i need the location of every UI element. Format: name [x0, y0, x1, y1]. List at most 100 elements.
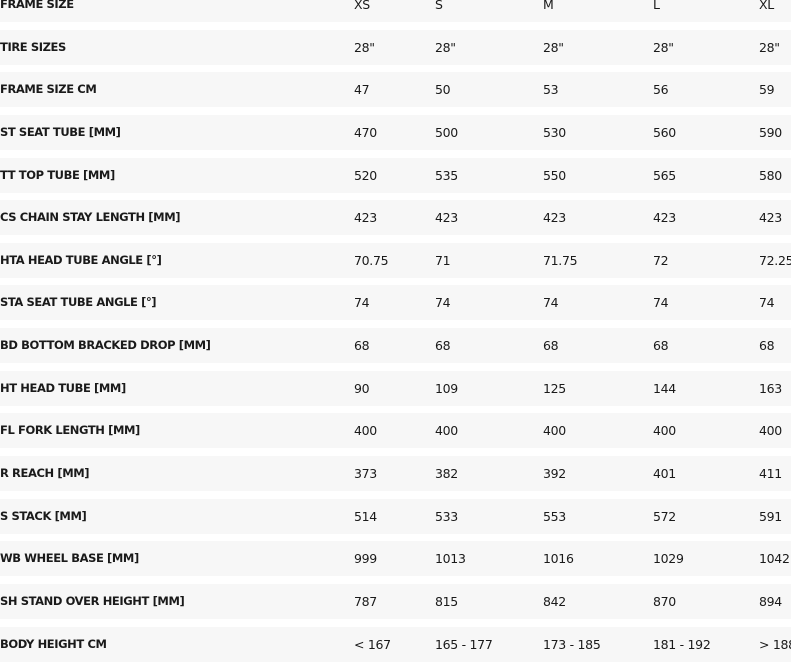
table-cell: 28" [354, 39, 375, 55]
table-cell: 74 [653, 295, 669, 311]
table-cell: 514 [354, 508, 377, 524]
table-cell: 68 [354, 338, 370, 354]
table-cell: 842 [543, 593, 566, 609]
table-row: R REACH [MM] 373 382 392 401 411 [0, 456, 791, 492]
row-label: TT TOP TUBE [MM] [0, 167, 115, 182]
row-label: S STACK [MM] [0, 508, 87, 523]
table-cell: 382 [435, 466, 458, 482]
table-row: FRAME SIZE XS S M L XL [0, 0, 791, 22]
row-label: SH STAND OVER HEIGHT [MM] [0, 593, 185, 608]
row-label: FRAME SIZE CM [0, 82, 97, 97]
table-cell: 535 [435, 167, 458, 183]
table-cell: 423 [653, 210, 676, 226]
table-cell: < 167 [354, 636, 391, 652]
table-cell: 392 [543, 466, 566, 482]
table-cell: 423 [759, 210, 782, 226]
row-label: TIRE SIZES [0, 39, 66, 54]
table-row: WB WHEEL BASE [MM] 999 1013 1016 1029 1042 [0, 541, 791, 577]
table-cell: 74 [543, 295, 559, 311]
table-row: SH STAND OVER HEIGHT [MM] 787 815 842 870 894 [0, 583, 791, 619]
row-label: HTA HEAD TUBE ANGLE [°] [0, 252, 162, 267]
table-cell: 580 [759, 167, 782, 183]
table-cell: 74 [759, 295, 775, 311]
table-cell: 500 [435, 124, 458, 140]
table-cell: 560 [653, 124, 676, 140]
table-cell: 373 [354, 466, 377, 482]
table-cell: 423 [543, 210, 566, 226]
table-cell: 400 [435, 423, 458, 439]
table-cell: 400 [759, 423, 782, 439]
table-cell: XL [759, 0, 774, 12]
table-cell: 400 [543, 423, 566, 439]
table-cell: 72 [653, 252, 669, 268]
table-cell: 423 [435, 210, 458, 226]
table-cell: 144 [653, 380, 676, 396]
row-label: BODY HEIGHT CM [0, 636, 107, 651]
table-row: FRAME SIZE CM 47 50 53 56 59 [0, 72, 791, 108]
table-cell: 59 [759, 82, 775, 98]
table-cell: 553 [543, 508, 566, 524]
table-row: FL FORK LENGTH [MM] 400 400 400 400 400 [0, 413, 791, 449]
table-cell: 530 [543, 124, 566, 140]
table-cell: 71 [435, 252, 451, 268]
table-cell: 894 [759, 593, 782, 609]
table-cell: 165 - 177 [435, 636, 493, 652]
row-label: HT HEAD TUBE [MM] [0, 380, 126, 395]
row-label: WB WHEEL BASE [MM] [0, 551, 139, 566]
table-cell: 520 [354, 167, 377, 183]
table-row: TIRE SIZES 28" 28" 28" 28" 28" [0, 29, 791, 65]
table-cell: 565 [653, 167, 676, 183]
table-cell: 28" [543, 39, 564, 55]
table-cell: 163 [759, 380, 782, 396]
table-cell: > 188 [759, 636, 791, 652]
table-cell: 74 [354, 295, 370, 311]
table-cell: 1013 [435, 551, 466, 567]
table-cell: 815 [435, 593, 458, 609]
table-cell: XS [354, 0, 370, 12]
table-cell: 591 [759, 508, 782, 524]
table-row: CS CHAIN STAY LENGTH [MM] 423 423 423 423 423 [0, 200, 791, 236]
table-cell: 90 [354, 380, 370, 396]
row-label: FL FORK LENGTH [MM] [0, 423, 140, 438]
row-label: ST SEAT TUBE [MM] [0, 124, 121, 139]
table-row: STA SEAT TUBE ANGLE [°] 74 74 74 74 74 [0, 285, 791, 321]
table-cell: 109 [435, 380, 458, 396]
table-cell: 550 [543, 167, 566, 183]
table-cell: 47 [354, 82, 370, 98]
table-cell: 28" [759, 39, 780, 55]
table-cell: 56 [653, 82, 669, 98]
table-cell: L [653, 0, 660, 12]
table-cell: 71.75 [543, 252, 578, 268]
table-cell: 28" [653, 39, 674, 55]
table-cell: 50 [435, 82, 451, 98]
table-cell: 787 [354, 593, 377, 609]
table-cell: 401 [653, 466, 676, 482]
table-cell: 590 [759, 124, 782, 140]
table-cell: 400 [653, 423, 676, 439]
table-cell: 999 [354, 551, 377, 567]
table-cell: 400 [354, 423, 377, 439]
table-row: HT HEAD TUBE [MM] 90 109 125 144 163 [0, 370, 791, 406]
table-cell: 125 [543, 380, 566, 396]
table-cell: 870 [653, 593, 676, 609]
table-cell: 68 [759, 338, 775, 354]
table-cell: M [543, 0, 554, 12]
table-cell: 68 [653, 338, 669, 354]
table-cell: 28" [435, 39, 456, 55]
table-row: ST SEAT TUBE [MM] 470 500 530 560 590 [0, 114, 791, 150]
table-cell: 423 [354, 210, 377, 226]
table-cell: 1016 [543, 551, 574, 567]
table-row: BODY HEIGHT CM < 167 165 - 177 173 - 185 181… [0, 626, 791, 662]
row-label: CS CHAIN STAY LENGTH [MM] [0, 210, 181, 225]
table-cell: 411 [759, 466, 782, 482]
table-cell: 181 - 192 [653, 636, 711, 652]
table-cell: 70.75 [354, 252, 389, 268]
table-row: BD BOTTOM BRACKED DROP [MM] 68 68 68 68 68 [0, 328, 791, 364]
table-cell: 533 [435, 508, 458, 524]
table-cell: 1042 [759, 551, 790, 567]
table-cell: 572 [653, 508, 676, 524]
table-cell: 53 [543, 82, 559, 98]
table-cell: 74 [435, 295, 451, 311]
row-label: FRAME SIZE [0, 0, 74, 11]
